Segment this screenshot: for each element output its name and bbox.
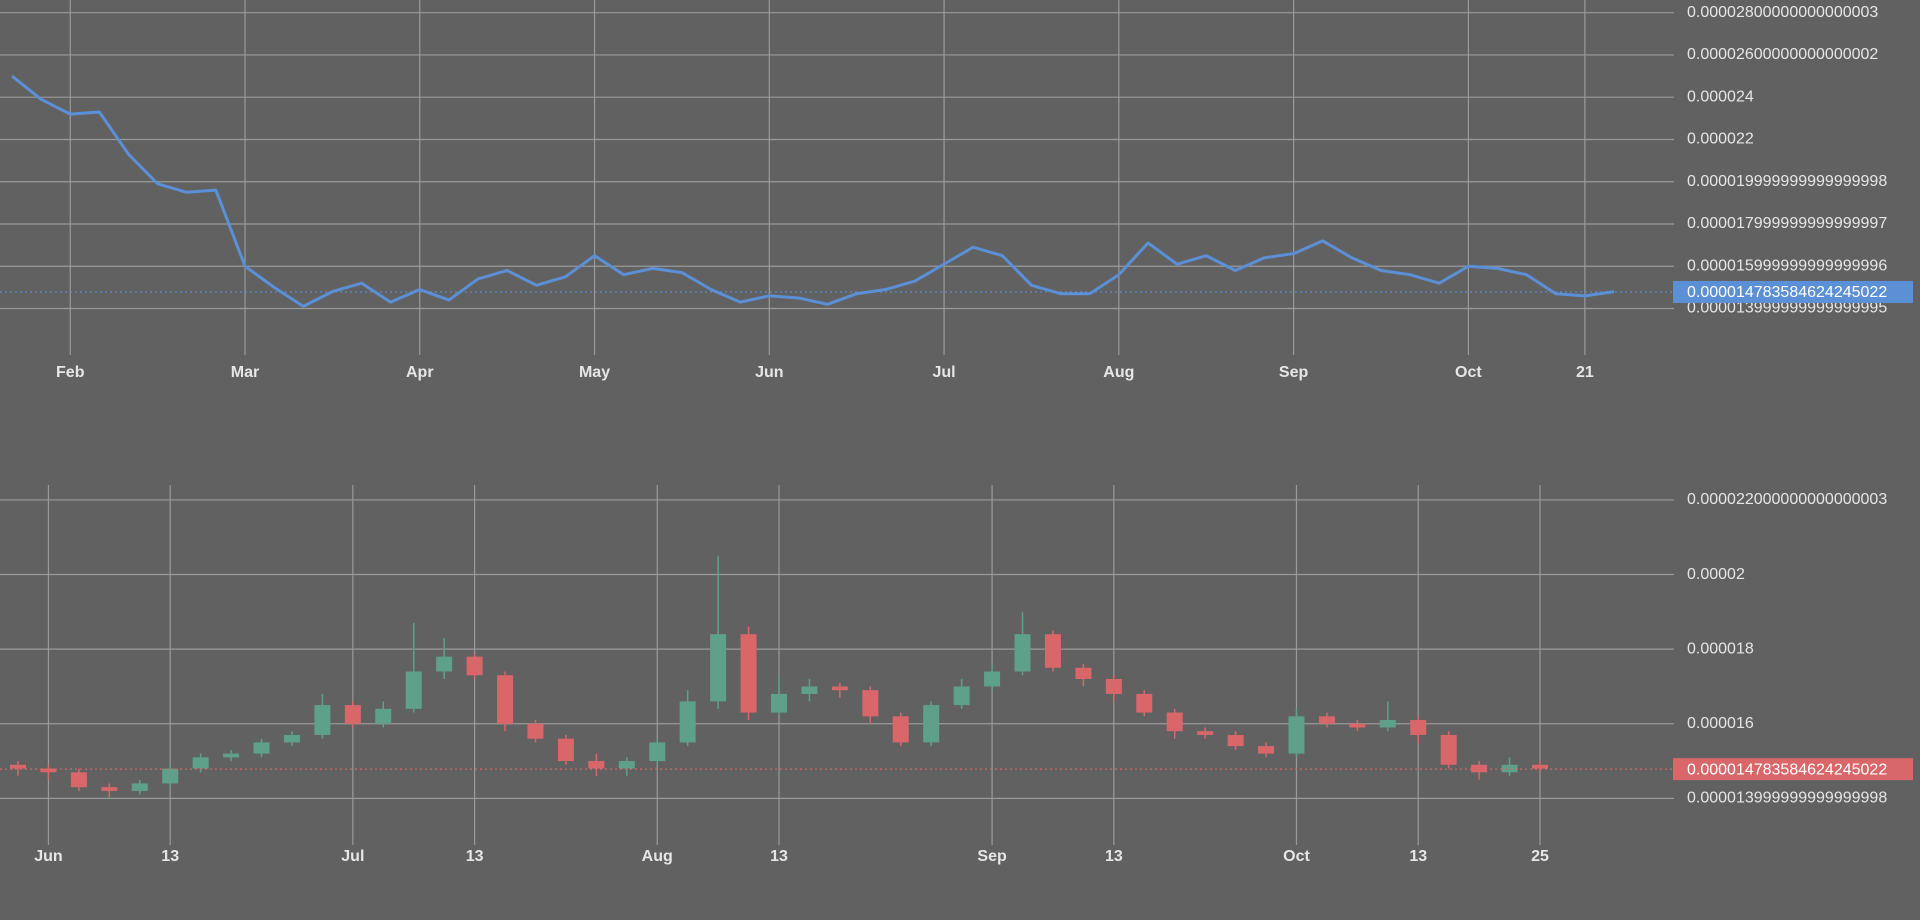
candle-body: [1532, 764, 1548, 769]
y-tick-label: 0.00002600000000000002: [1687, 46, 1878, 63]
candle-body: [1379, 720, 1396, 728]
candle-body: [618, 761, 635, 769]
x-tick-label: Apr: [406, 364, 434, 381]
candle-body: [497, 675, 514, 724]
candle-body: [649, 742, 666, 762]
candle-body: [953, 686, 970, 706]
y-tick-label: 0.000015999999999999996: [1687, 257, 1887, 274]
candle-body: [1471, 764, 1488, 773]
candle-body: [162, 768, 179, 784]
last-value-box: [1673, 758, 1913, 781]
x-tick-label: Feb: [56, 364, 85, 381]
candle-body: [314, 705, 331, 735]
candle-body: [70, 772, 87, 788]
candle-body: [557, 738, 574, 762]
candle-body: [405, 671, 422, 709]
candle-body: [1136, 693, 1153, 713]
last-value-label: 0.000014783584624245022: [1687, 761, 1887, 778]
candle-body: [131, 783, 148, 791]
x-tick-label: Sep: [1279, 364, 1309, 381]
candle-body: [1166, 712, 1183, 732]
candle-body: [436, 656, 453, 672]
candle-body: [223, 753, 240, 758]
candle-body: [375, 708, 392, 724]
candle-body: [1197, 731, 1214, 735]
x-tick-label: 13: [770, 848, 788, 865]
candle-body: [740, 634, 757, 713]
x-tick-label: Jul: [933, 364, 956, 381]
candle-body: [40, 768, 57, 773]
x-tick-label: 21: [1576, 364, 1594, 381]
x-tick-label: Oct: [1283, 848, 1310, 865]
x-tick-label: 13: [466, 848, 484, 865]
y-tick-label: 0.000024: [1687, 88, 1754, 105]
candle-body: [1044, 634, 1061, 668]
x-tick-label: Sep: [977, 848, 1007, 865]
last-value-label: 0.000014783584624245022: [1687, 284, 1887, 301]
candle-body: [344, 705, 361, 724]
candle-body: [923, 705, 940, 743]
x-tick-label: May: [579, 364, 610, 381]
y-tick-label: 0.000022: [1687, 131, 1754, 148]
x-tick-label: Aug: [1103, 364, 1134, 381]
candle-body: [253, 742, 270, 754]
x-tick-label: 13: [1409, 848, 1427, 865]
last-value-box: [1673, 280, 1913, 303]
candle-body: [101, 787, 118, 791]
x-tick-label: Jul: [341, 848, 364, 865]
x-tick-label: 13: [1105, 848, 1123, 865]
candle-body: [1318, 716, 1335, 724]
candle-body: [1288, 716, 1305, 754]
y-tick-label: 0.00002: [1687, 566, 1745, 583]
y-tick-label: 0.000013999999999999995: [1687, 300, 1887, 317]
candle-body: [1258, 746, 1275, 754]
x-tick-label: 13: [161, 848, 179, 865]
x-tick-label: 25: [1531, 848, 1549, 865]
candle-body: [192, 757, 209, 769]
candle-body: [1349, 723, 1366, 728]
candle-body: [892, 716, 909, 743]
candle-body: [588, 761, 605, 769]
price-line: [11, 74, 1615, 308]
x-tick-label: Jun: [755, 364, 783, 381]
y-tick-label: 0.000018: [1687, 640, 1754, 657]
candle-body: [1501, 764, 1518, 773]
y-tick-label: 0.00002800000000000003: [1687, 4, 1878, 21]
candle-body: [1105, 678, 1122, 694]
candle-body: [283, 734, 300, 743]
candle-body: [1440, 734, 1457, 765]
x-tick-label: Oct: [1455, 364, 1482, 381]
y-tick-label: 0.000016: [1687, 715, 1754, 732]
candle-body: [831, 686, 848, 691]
x-tick-label: Mar: [231, 364, 259, 381]
y-tick-label: 0.000017999999999999997: [1687, 215, 1887, 232]
candle-body: [1075, 667, 1092, 679]
y-tick-label: 0.000022000000000000003: [1687, 491, 1887, 508]
candle-body: [527, 723, 544, 739]
candle-body: [801, 686, 818, 694]
candle-body: [1014, 634, 1031, 672]
candle-body: [771, 693, 787, 713]
candle-body: [10, 764, 26, 769]
candle-body: [984, 671, 1001, 687]
candle-body: [679, 701, 696, 743]
x-tick-label: Aug: [642, 848, 673, 865]
y-tick-label: 0.000019999999999999998: [1687, 173, 1887, 190]
x-tick-label: Jun: [34, 848, 62, 865]
candle-body: [710, 634, 727, 702]
candle-body: [1410, 720, 1427, 735]
candle-body: [1227, 734, 1244, 747]
candle-body: [862, 690, 879, 717]
y-tick-label: 0.000013999999999999998: [1687, 790, 1887, 807]
candle-body: [466, 656, 483, 676]
